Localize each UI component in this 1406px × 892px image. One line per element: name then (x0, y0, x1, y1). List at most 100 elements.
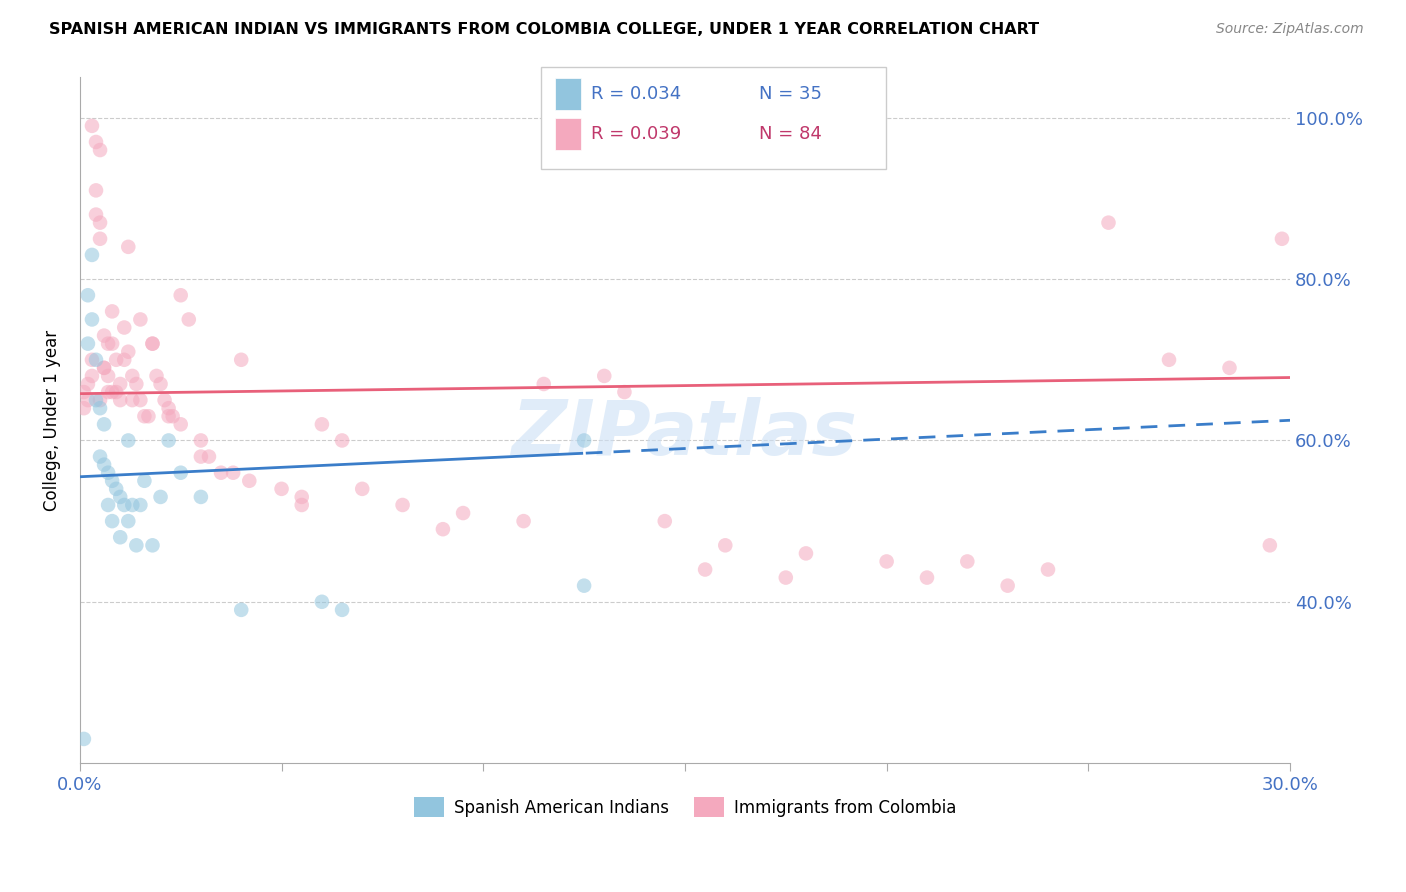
Point (112, 320, 135, 334)
Point (149, 376, 172, 391)
Point (89, 216, 111, 230)
Point (117, 344, 139, 359)
Point (101, 474, 124, 488)
Point (134, 409, 156, 424)
Point (432, 522, 454, 536)
Point (451, 506, 474, 520)
Point (84, 393, 107, 408)
Point (209, 466, 232, 480)
Point (190, 490, 212, 504)
Point (695, 562, 717, 576)
Point (89, 232, 111, 246)
Point (153, 393, 176, 408)
Point (93, 328, 115, 343)
Text: SPANISH AMERICAN INDIAN VS IMMIGRANTS FROM COLOMBIA COLLEGE, UNDER 1 YEAR CORREL: SPANISH AMERICAN INDIAN VS IMMIGRANTS FR… (49, 22, 1039, 37)
Point (117, 514, 139, 528)
Point (141, 538, 163, 552)
Point (149, 490, 172, 504)
Text: R = 0.034: R = 0.034 (591, 85, 681, 103)
Point (157, 434, 180, 448)
Point (73, 401, 96, 416)
Point (572, 434, 595, 448)
Point (73, 385, 96, 400)
Point (1157, 352, 1180, 367)
Point (108, 530, 131, 544)
Point (80, 119, 103, 133)
Text: ZIPatlas: ZIPatlas (512, 397, 858, 471)
Point (101, 304, 124, 318)
Point (1036, 562, 1059, 576)
Point (129, 393, 152, 408)
Text: N = 35: N = 35 (759, 85, 823, 103)
Point (77, 376, 100, 391)
Point (101, 336, 124, 351)
Point (1218, 360, 1240, 375)
Point (80, 312, 103, 326)
Point (1271, 232, 1294, 246)
Point (775, 571, 797, 585)
Text: N = 84: N = 84 (759, 125, 823, 143)
Point (593, 368, 616, 383)
Text: Source: ZipAtlas.com: Source: ZipAtlas.com (1216, 22, 1364, 37)
Point (108, 376, 131, 391)
Point (84, 352, 107, 367)
Point (533, 376, 555, 391)
Point (170, 466, 193, 480)
Point (97, 466, 120, 480)
Point (291, 498, 314, 512)
Point (77, 393, 100, 408)
Point (101, 385, 124, 400)
Point (117, 434, 139, 448)
Point (134, 474, 156, 488)
Point (915, 571, 938, 585)
Point (77, 336, 100, 351)
Point (714, 538, 737, 552)
Point (231, 352, 253, 367)
Point (141, 336, 163, 351)
Point (93, 360, 115, 375)
Point (330, 434, 353, 448)
Point (97, 385, 120, 400)
Point (89, 450, 111, 464)
Point (84, 208, 107, 222)
Point (117, 240, 139, 254)
Point (108, 490, 131, 504)
Point (330, 603, 353, 617)
Point (77, 288, 100, 302)
Point (512, 514, 534, 528)
Point (105, 385, 128, 400)
Point (129, 312, 152, 326)
Point (112, 352, 135, 367)
Point (141, 336, 163, 351)
Point (105, 482, 128, 496)
Point (112, 498, 135, 512)
Point (270, 482, 292, 496)
Point (190, 450, 212, 464)
Point (157, 409, 180, 424)
Point (121, 498, 143, 512)
Point (170, 417, 193, 432)
Y-axis label: College, Under 1 year: College, Under 1 year (44, 330, 60, 511)
Point (613, 385, 636, 400)
Point (121, 368, 143, 383)
Point (125, 538, 148, 552)
Point (97, 498, 120, 512)
Point (231, 603, 253, 617)
Point (97, 368, 120, 383)
Point (997, 579, 1019, 593)
Point (352, 482, 374, 496)
Point (97, 336, 120, 351)
Point (80, 352, 103, 367)
Point (108, 393, 131, 408)
Point (170, 288, 193, 302)
Point (572, 579, 595, 593)
Point (93, 417, 115, 432)
Point (84, 183, 107, 197)
Legend: Spanish American Indians, Immigrants from Colombia: Spanish American Indians, Immigrants fro… (408, 791, 963, 823)
Point (1097, 216, 1119, 230)
Point (125, 376, 148, 391)
Point (80, 248, 103, 262)
Point (177, 312, 200, 326)
Point (101, 514, 124, 528)
Point (1258, 538, 1281, 552)
